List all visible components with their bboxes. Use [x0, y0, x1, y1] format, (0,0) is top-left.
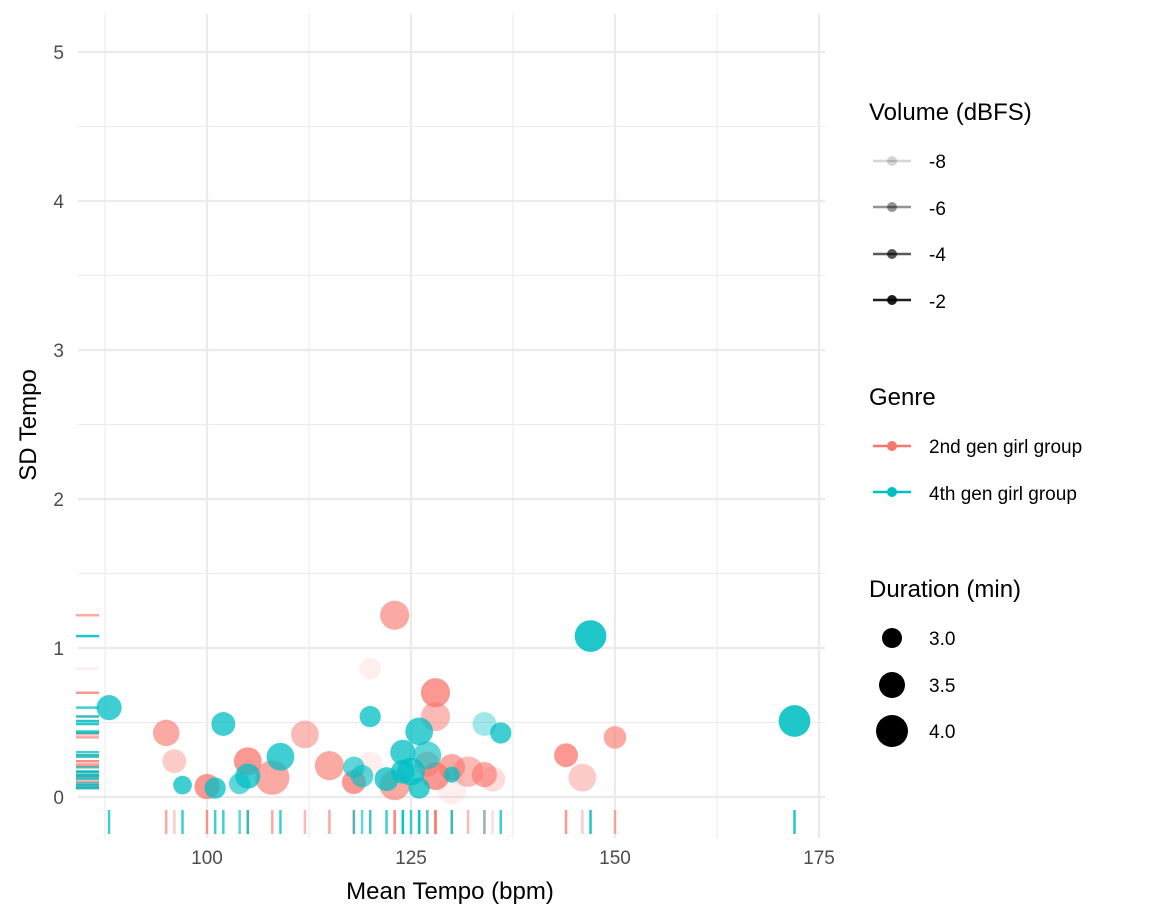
grid [78, 14, 825, 838]
y-tick-label: 3 [53, 341, 64, 362]
data-point [359, 658, 381, 680]
data-point [96, 695, 122, 721]
legend-duration-title: Duration (min) [869, 576, 1021, 603]
x-tick-label: 150 [599, 848, 631, 869]
y-tick-label: 4 [53, 192, 64, 213]
data-point [291, 720, 319, 749]
legend-volume-key [873, 295, 911, 305]
legend-genre-key [873, 487, 911, 497]
rug-marks [76, 613, 796, 834]
data-point [574, 620, 607, 652]
data-point [235, 763, 261, 789]
legend-duration-key [882, 628, 902, 648]
legend-volume-key [873, 156, 911, 166]
data-point [603, 726, 627, 749]
data-point [162, 749, 187, 774]
x-tick-label: 175 [803, 848, 835, 869]
legend-genre-label: 4th gen girl group [929, 484, 1077, 505]
points [96, 600, 811, 805]
data-point [554, 743, 578, 768]
data-point [204, 777, 226, 799]
legend-duration-key [879, 672, 905, 698]
data-point [350, 764, 374, 788]
legend-duration-label: 3.5 [929, 676, 955, 697]
data-point [266, 742, 295, 771]
data-point [420, 678, 451, 708]
data-point [173, 775, 192, 795]
x-axis-title: Mean Tempo (bpm) [346, 878, 554, 905]
legend-duration-label: 3.0 [929, 629, 955, 650]
y-axis-title: SD Tempo [15, 369, 42, 481]
legend-duration-label: 4.0 [929, 722, 955, 743]
data-point [211, 712, 236, 736]
data-point [480, 766, 506, 792]
data-point [405, 717, 434, 746]
y-tick-label: 2 [53, 490, 64, 511]
data-point [778, 705, 811, 737]
legend-volume-key [873, 249, 911, 259]
data-point [413, 741, 442, 770]
data-point [472, 712, 497, 736]
x-tick-label: 100 [191, 848, 223, 869]
legend-volume-title: Volume (dBFS) [869, 99, 1032, 126]
legend-volume-label: -8 [929, 152, 946, 173]
tick-labels: 100 125 150 175 0 1 2 3 4 5 [53, 43, 834, 869]
data-point [380, 600, 410, 630]
legend-volume-label: -6 [929, 199, 946, 220]
legend-volume-label: -2 [929, 292, 946, 313]
data-point [359, 705, 381, 728]
data-point [408, 777, 430, 799]
data-point [152, 719, 180, 747]
y-tick-label: 0 [53, 788, 64, 809]
legend-genre-title: Genre [869, 384, 936, 411]
legend-duration-key [876, 715, 908, 747]
legend-volume-key [873, 202, 911, 212]
y-tick-label: 1 [53, 639, 64, 660]
legend: Volume (dBFS) -8 -6 -4 -2 Genre 2nd gen … [869, 99, 1082, 747]
x-tick-label: 125 [395, 848, 427, 869]
legend-volume-label: -4 [929, 245, 946, 266]
legend-genre-key [873, 441, 911, 451]
data-point [443, 766, 460, 783]
data-point [490, 722, 512, 744]
y-tick-label: 5 [53, 43, 64, 64]
data-point [314, 751, 344, 781]
data-point [568, 763, 597, 792]
legend-genre-label: 2nd gen girl group [929, 437, 1082, 458]
data-point [471, 762, 498, 788]
